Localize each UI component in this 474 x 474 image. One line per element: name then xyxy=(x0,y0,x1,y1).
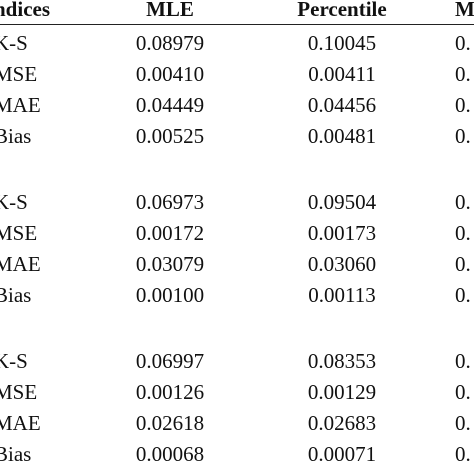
table-cell: 0. xyxy=(455,380,471,404)
table-cell: 0. xyxy=(455,190,471,214)
table-cell: Bias xyxy=(0,283,32,307)
table-cell: Bias xyxy=(0,124,32,148)
table-cell: 0.00173 xyxy=(307,221,377,245)
table-cell: 0.02683 xyxy=(307,411,377,435)
table-cell: 0.00172 xyxy=(135,221,205,245)
table-cell: 0.00481 xyxy=(307,124,377,148)
table-cell: 0.09504 xyxy=(307,190,377,214)
table-cell: K-S xyxy=(0,31,28,55)
table-cell: 0. xyxy=(455,349,471,373)
table-cell: 0.10045 xyxy=(307,31,377,55)
header-rule xyxy=(0,24,474,25)
table-cell: MAE xyxy=(0,411,41,435)
table-cell: 0.00126 xyxy=(135,380,205,404)
table-cell: 0. xyxy=(455,31,471,55)
table-cell: 0.08979 xyxy=(135,31,205,55)
table-cell: 0. xyxy=(455,442,471,466)
table-cell: 0.00525 xyxy=(135,124,205,148)
table-cell: MSE xyxy=(0,221,38,245)
table-cell: MAE xyxy=(0,252,41,276)
table-cell: 0. xyxy=(455,62,471,86)
table-cell: 0.00411 xyxy=(308,62,376,86)
table-cell: 0.00071 xyxy=(307,442,377,466)
table-cell: MSE xyxy=(0,380,38,404)
table-cell: 0.03060 xyxy=(307,252,377,276)
table-cell: 0. xyxy=(455,93,471,117)
table-cell: K-S xyxy=(0,349,28,373)
table-cell: 0. xyxy=(455,124,471,148)
table-cell: 0.04449 xyxy=(135,93,205,117)
table-cell: 0.00100 xyxy=(135,283,205,307)
table-cell: 0.08353 xyxy=(307,349,377,373)
table-cell: 0. xyxy=(455,411,471,435)
table-cell: MAE xyxy=(0,93,41,117)
table-cell: 0.00113 xyxy=(308,283,376,307)
table-cell: 0. xyxy=(455,221,471,245)
header-cell: Percentile xyxy=(297,0,387,21)
table-cell: 0.00410 xyxy=(135,62,205,86)
table-cell: 0.02618 xyxy=(135,411,205,435)
table-cell: 0. xyxy=(455,283,471,307)
table-cell: Bias xyxy=(0,442,32,466)
header-cell: MLE xyxy=(146,0,194,21)
table-cell: 0.06973 xyxy=(135,190,205,214)
table-cell: 0.06997 xyxy=(135,349,205,373)
table-cell: K-S xyxy=(0,190,28,214)
table-cell: 0.03079 xyxy=(135,252,205,276)
header-cell: ndices xyxy=(0,0,51,21)
table-cell: 0.00129 xyxy=(307,380,377,404)
table-cell: MSE xyxy=(0,62,38,86)
table-cell: 0.04456 xyxy=(307,93,377,117)
header-cell: M xyxy=(455,0,474,21)
table-cell: 0.00068 xyxy=(135,442,205,466)
table-cell: 0. xyxy=(455,252,471,276)
